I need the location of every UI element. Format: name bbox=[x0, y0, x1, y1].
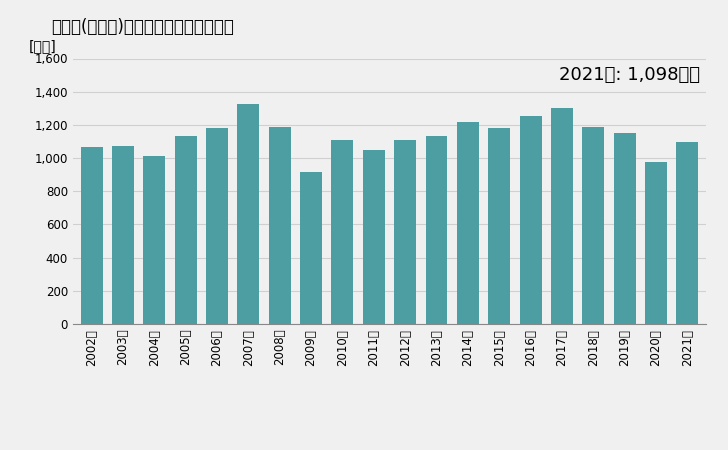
Bar bbox=[457, 122, 479, 324]
Bar bbox=[582, 126, 604, 324]
Text: [億円]: [億円] bbox=[28, 39, 56, 53]
Bar bbox=[488, 128, 510, 324]
Bar bbox=[363, 150, 385, 324]
Bar bbox=[331, 140, 353, 324]
Bar bbox=[614, 133, 636, 324]
Bar bbox=[676, 142, 698, 324]
Bar bbox=[112, 146, 134, 324]
Bar bbox=[206, 128, 228, 324]
Text: 2021年: 1,098億円: 2021年: 1,098億円 bbox=[559, 67, 700, 85]
Text: 東御市(長野県)の製造品出荷額等の推移: 東御市(長野県)の製造品出荷額等の推移 bbox=[51, 18, 234, 36]
Bar bbox=[394, 140, 416, 324]
Bar bbox=[426, 135, 448, 324]
Bar bbox=[143, 156, 165, 324]
Bar bbox=[645, 162, 667, 324]
Bar bbox=[175, 136, 197, 324]
Bar bbox=[551, 108, 573, 324]
Bar bbox=[81, 147, 103, 324]
Bar bbox=[237, 104, 259, 324]
Bar bbox=[269, 127, 290, 324]
Bar bbox=[520, 116, 542, 324]
Bar bbox=[300, 171, 322, 324]
